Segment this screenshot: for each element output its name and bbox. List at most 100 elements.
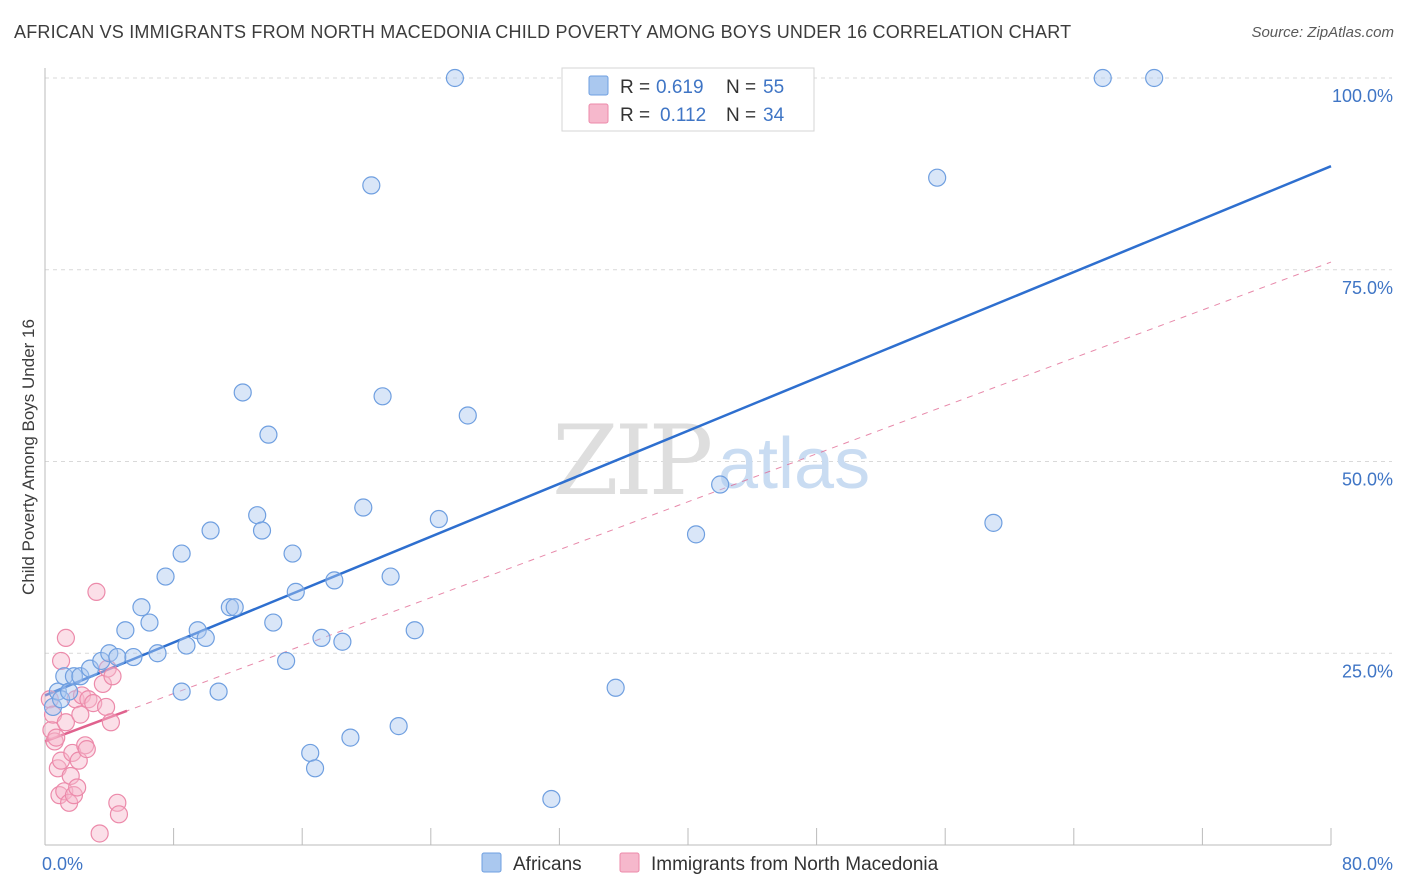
data-point-africans bbox=[71, 667, 90, 686]
data-point-africans bbox=[354, 498, 373, 517]
data-point-africans bbox=[928, 168, 947, 187]
data-point-north-macedonia bbox=[47, 728, 66, 747]
data-point-north-macedonia bbox=[71, 705, 90, 724]
data-point-north-macedonia bbox=[51, 651, 71, 671]
y-tick-label: 100.0% bbox=[1332, 86, 1393, 106]
data-point-africans bbox=[233, 383, 252, 402]
legend-r-value-africans: 0.619 bbox=[656, 77, 704, 98]
trend-line-north-macedonia-solid bbox=[44, 709, 128, 743]
y-axis-title: Child Poverty Among Boys Under 16 bbox=[19, 319, 38, 595]
y-tick-label: 25.0% bbox=[1342, 661, 1393, 681]
legend-r-label-north-macedonia: R = bbox=[620, 105, 650, 126]
data-point-africans bbox=[264, 613, 283, 632]
data-point-north-macedonia bbox=[68, 778, 87, 797]
data-point-africans bbox=[984, 513, 1003, 532]
legend-n-label-africans: N = bbox=[726, 77, 756, 98]
watermark-zip: ZIP bbox=[552, 405, 711, 517]
grid-lines bbox=[45, 77, 1392, 654]
correlation-legend: R = 0.619 N = 55 R = 0.112 N = 34 bbox=[561, 67, 815, 132]
legend-r-value-north-macedonia: 0.112 bbox=[660, 105, 706, 126]
x-tick-label-max: 80.0% bbox=[1342, 854, 1393, 874]
data-point-africans bbox=[252, 521, 272, 540]
data-point-africans bbox=[196, 628, 215, 648]
data-point-north-macedonia bbox=[90, 824, 109, 843]
data-point-africans bbox=[140, 613, 159, 632]
watermark-atlas: atlas bbox=[718, 424, 870, 504]
data-point-africans bbox=[458, 406, 477, 425]
trend-line-africans bbox=[44, 165, 1332, 697]
data-point-africans bbox=[283, 544, 302, 563]
data-point-africans bbox=[606, 678, 625, 697]
x-tick-label-min: 0.0% bbox=[42, 854, 83, 874]
data-point-africans bbox=[373, 387, 392, 406]
data-point-africans bbox=[116, 621, 135, 640]
data-point-africans bbox=[220, 598, 239, 617]
data-point-africans bbox=[172, 544, 191, 563]
data-point-africans bbox=[156, 567, 175, 586]
data-point-africans bbox=[1093, 68, 1112, 88]
series-legend-swatch-africans bbox=[481, 852, 502, 873]
legend-n-value-africans: 55 bbox=[763, 77, 784, 98]
data-point-africans bbox=[148, 644, 167, 663]
legend-n-value-north-macedonia: 34 bbox=[763, 105, 785, 126]
trend-line-north-macedonia-dashed bbox=[44, 261, 1332, 742]
data-point-africans bbox=[312, 628, 331, 648]
data-point-africans bbox=[1145, 68, 1164, 88]
series-legend-swatch-north-macedonia bbox=[619, 852, 640, 873]
data-point-africans bbox=[60, 682, 79, 701]
data-point-africans bbox=[132, 598, 151, 617]
data-point-africans bbox=[248, 506, 267, 525]
series-legend-label-north-macedonia: Immigrants from North Macedonia bbox=[651, 854, 939, 875]
series-africans-points bbox=[43, 68, 1164, 809]
data-point-africans bbox=[286, 582, 305, 601]
legend-swatch-north-macedonia bbox=[588, 103, 609, 124]
y-axis-tick-labels: 25.0% 50.0% 75.0% 100.0% bbox=[1332, 86, 1393, 681]
data-point-africans bbox=[686, 525, 706, 544]
data-point-africans bbox=[389, 717, 408, 736]
x-axis-ticks bbox=[173, 828, 1332, 845]
series-legend: Africans Immigrants from North Macedonia bbox=[481, 852, 939, 875]
data-point-north-macedonia bbox=[96, 697, 116, 717]
data-point-africans bbox=[177, 636, 196, 655]
data-point-africans bbox=[429, 509, 448, 529]
data-point-africans bbox=[362, 176, 381, 195]
data-point-africans bbox=[301, 743, 320, 763]
data-point-africans bbox=[277, 651, 296, 671]
data-point-north-macedonia bbox=[101, 713, 121, 732]
legend-r-label-africans: R = bbox=[620, 77, 650, 98]
data-point-north-macedonia bbox=[61, 766, 80, 786]
data-point-africans bbox=[64, 667, 84, 686]
data-point-africans bbox=[108, 647, 127, 667]
data-point-north-macedonia bbox=[77, 740, 96, 759]
data-point-africans bbox=[172, 682, 191, 701]
data-point-africans bbox=[225, 598, 244, 617]
data-point-north-macedonia bbox=[56, 713, 75, 732]
data-point-africans bbox=[259, 425, 278, 444]
chart-title: AFRICAN VS IMMIGRANTS FROM NORTH MACEDON… bbox=[14, 22, 1072, 42]
watermark: ZIP atlas bbox=[552, 405, 870, 517]
data-point-africans bbox=[209, 682, 228, 701]
data-point-africans bbox=[341, 728, 360, 747]
source-credit: Source: ZipAtlas.com bbox=[1251, 24, 1394, 41]
data-point-africans bbox=[305, 759, 325, 778]
data-point-africans bbox=[405, 621, 424, 640]
legend-n-label-north-macedonia: N = bbox=[726, 105, 756, 126]
y-tick-label: 50.0% bbox=[1342, 470, 1393, 490]
data-point-north-macedonia bbox=[103, 667, 122, 686]
legend-swatch-africans bbox=[588, 75, 609, 96]
data-point-africans bbox=[542, 789, 561, 809]
data-point-africans bbox=[201, 521, 220, 540]
data-point-africans bbox=[711, 475, 730, 494]
data-point-north-macedonia bbox=[56, 628, 75, 648]
data-point-africans bbox=[381, 567, 400, 586]
data-point-africans bbox=[445, 68, 465, 88]
data-point-north-macedonia bbox=[109, 805, 129, 824]
data-point-north-macedonia bbox=[108, 793, 127, 812]
x-axis-tick-labels: 0.0% 80.0% bbox=[42, 854, 1393, 874]
data-point-africans bbox=[124, 647, 143, 667]
data-point-north-macedonia bbox=[87, 582, 106, 601]
series-legend-label-africans: Africans bbox=[513, 854, 582, 875]
data-point-africans bbox=[325, 571, 344, 590]
y-tick-label: 75.0% bbox=[1342, 278, 1393, 298]
